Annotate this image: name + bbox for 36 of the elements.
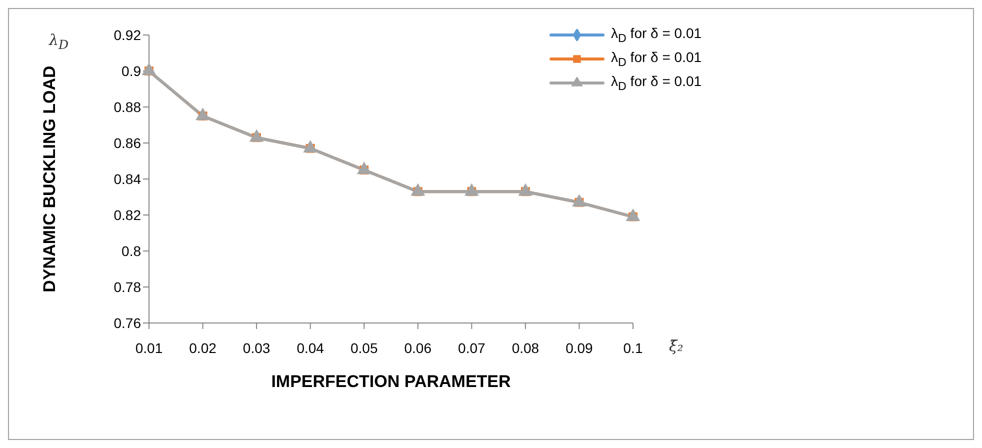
text: ξ̄₂ (669, 337, 684, 355)
point (356, 162, 372, 174)
point (626, 208, 640, 221)
y-axis-title: DYNAMIC BUCKLING LOAD (40, 66, 60, 292)
y-tick-label: 0.82 (114, 206, 142, 223)
legend-label: λ$_{D}$ for δ = 0.01 (611, 73, 702, 93)
x-tick-label: 0.06 (404, 340, 432, 356)
legend-label: λ$_{D}$ for δ = 0.01 (611, 49, 702, 69)
x-tick-label: 0.07 (458, 340, 486, 356)
y-tick-label: 0.9 (122, 62, 142, 79)
point (249, 129, 264, 142)
point (518, 183, 533, 196)
y-tick-label: 0.88 (114, 98, 142, 115)
point (196, 108, 210, 120)
point (464, 183, 479, 196)
point (572, 194, 586, 207)
y-tick-label: 0.92 (114, 26, 142, 43)
point (142, 62, 156, 76)
point (303, 140, 318, 153)
text: λ$_{D}$ (49, 31, 69, 52)
y-tick-label: 0.78 (114, 278, 142, 295)
x-tick-label: 0.02 (189, 340, 217, 356)
y-tick-label: 0.76 (114, 314, 142, 331)
x-axis-title: IMPERFECTION PARAMETER (271, 372, 511, 391)
x-tick-label: 0.01 (135, 340, 163, 356)
x-tick-label: 0.03 (242, 340, 270, 356)
legend-label: λ$_{D}$ for δ = 0.01 (611, 25, 702, 45)
y-tick-label: 0.8 (122, 242, 142, 259)
x-tick-label: 0.05 (350, 340, 378, 356)
y-tick-label: 0.84 (114, 170, 142, 187)
y-tick-label: 0.86 (114, 134, 142, 151)
x-tick-label: 0.08 (512, 340, 540, 356)
x-tick-label: 0.09 (566, 340, 594, 356)
point (410, 183, 426, 196)
x-tick-label: 0.04 (296, 340, 324, 356)
x-tick-label: 0.1 (623, 340, 643, 356)
